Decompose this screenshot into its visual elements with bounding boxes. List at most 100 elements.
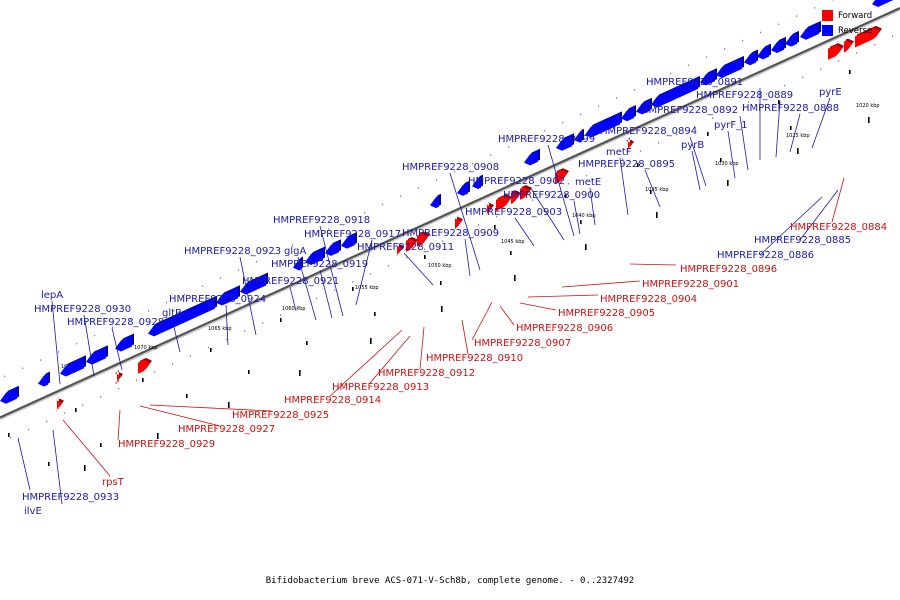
tick-dot — [784, 84, 786, 87]
tick-label: 1055 kbp — [355, 285, 379, 291]
gene-label: HMPREF9228_0918 — [273, 215, 370, 226]
gene-label: pyrF_1 — [714, 120, 748, 131]
gene-label: lepA — [41, 290, 63, 301]
gene-label: HMPREF9228_0919 — [271, 259, 368, 270]
tick-dot — [442, 240, 444, 242]
genome-caption: Bifidobacterium breve ACS-071-V-Sch8b, c… — [265, 576, 635, 586]
gene-body — [844, 40, 852, 53]
leader-line — [139, 405, 221, 427]
gene-label: HMPREF9228_0892 — [641, 105, 738, 116]
leader-lines — [17, 88, 845, 505]
tick-dot — [604, 166, 606, 169]
leader-line — [529, 186, 565, 241]
gene-body — [457, 182, 468, 196]
gene-body — [305, 248, 323, 265]
leader-line — [527, 294, 599, 298]
tick-dot — [856, 52, 858, 54]
forward-gene — [417, 231, 430, 247]
leader-line — [239, 256, 257, 336]
reverse-gene — [430, 193, 441, 209]
gene-label: HMPREF9228_0933 — [22, 492, 119, 503]
major-tick — [228, 402, 230, 408]
genome-backbone — [0, 6, 900, 421]
reverse-gene — [472, 174, 483, 190]
reverse-gene — [38, 371, 50, 387]
leader-line — [811, 97, 831, 149]
reverse-gene — [148, 295, 217, 337]
gene-label: HMPREF9228_0910 — [426, 353, 523, 364]
tick-dot — [40, 359, 42, 361]
minor-tick — [565, 194, 567, 198]
gene-body — [828, 45, 842, 60]
leader-line — [17, 437, 31, 491]
gene-body — [496, 196, 510, 211]
leader-line — [355, 239, 373, 306]
tick-dot — [58, 351, 60, 353]
gene-body — [486, 203, 492, 216]
gene-body — [430, 195, 439, 209]
reverse-gene — [872, 0, 894, 8]
gene-body — [138, 359, 150, 374]
tick-dot — [658, 142, 660, 144]
tick-dot — [94, 334, 96, 337]
gene-body — [636, 99, 650, 115]
reverse-gene — [771, 36, 786, 53]
minor-tick — [142, 378, 144, 382]
tick-dot — [190, 355, 192, 357]
leader-line — [519, 302, 557, 311]
reverse-gene — [524, 148, 540, 166]
gene-labels: pyrE HMPREF9228_0891 HMPREF9228_0889 HMPREF… — [22, 77, 887, 517]
gene-label: HMPREF9228_0891 — [646, 77, 743, 88]
tick-dot — [148, 310, 150, 312]
gene-label: HMPREF9228_0909 — [402, 228, 499, 239]
leader-line — [789, 113, 801, 153]
gene-body — [651, 77, 698, 108]
gene-label: HMPREF9228_0908 — [402, 162, 499, 173]
tick-dot — [328, 228, 330, 230]
leader-line — [629, 263, 677, 266]
tick-dot — [406, 256, 408, 259]
minor-tick — [790, 126, 792, 130]
gene-label: HMPREF9228_0927 — [178, 424, 275, 435]
gene-body — [511, 192, 519, 204]
tick-dot — [298, 305, 300, 308]
gene-label: gltB — [162, 308, 182, 319]
gene-label: HMPREF9228_0907 — [474, 338, 571, 349]
reverse-gene — [636, 97, 652, 115]
reverse-gene — [216, 285, 240, 306]
leader-line — [51, 300, 61, 385]
minor-tick — [849, 70, 851, 74]
tick-dot — [550, 191, 552, 193]
legend: Forward Reverse — [822, 8, 892, 38]
tick-dot — [616, 97, 618, 99]
leader-line — [117, 409, 121, 441]
tick-dot — [760, 31, 762, 34]
minor-tick — [75, 408, 77, 412]
gene-body — [626, 139, 632, 152]
gene-body — [716, 57, 742, 78]
leader-line — [561, 280, 641, 288]
reverse-swatch — [822, 25, 833, 36]
gene-body — [800, 22, 819, 40]
forward-gene — [115, 370, 123, 385]
reverse-gene — [800, 20, 821, 40]
tick-label: 1020 kbp — [856, 103, 880, 109]
tick-dot — [316, 297, 318, 300]
minor-tick — [248, 370, 250, 374]
tick-dot — [748, 101, 750, 103]
gene-body — [574, 130, 582, 143]
minor-tick — [48, 462, 50, 466]
tick-dot — [274, 252, 276, 255]
tick-label: 1025 kbp — [786, 133, 810, 139]
tick-dot — [220, 277, 222, 279]
legend-forward: Forward — [822, 8, 892, 23]
gene-body — [325, 241, 339, 256]
tick-dot — [724, 48, 726, 50]
reverse-gene — [305, 246, 325, 265]
tick-dot — [424, 248, 426, 251]
tick-dot — [688, 64, 690, 66]
tick-dot — [814, 7, 816, 9]
tick-label: 1070 kbp — [134, 345, 158, 351]
tick-dot — [562, 121, 564, 124]
tick-dot — [244, 330, 246, 332]
